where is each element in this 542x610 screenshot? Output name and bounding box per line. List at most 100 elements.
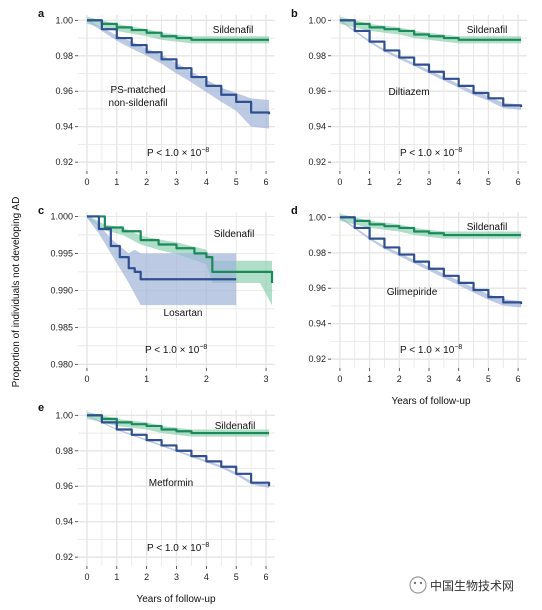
panel-d-curve-2 xyxy=(339,216,523,305)
panel-e-series-2-label: Metformin xyxy=(149,478,193,489)
panel-b-x-tick-label: 2 xyxy=(397,177,402,187)
panel-c-band-2 xyxy=(86,214,237,306)
panel-e-x-axis-title: Years of follow-up xyxy=(136,594,216,605)
panel-d-x-tick-label: 2 xyxy=(397,374,402,384)
panel-b-y-tick-label: 0.96 xyxy=(308,86,326,96)
panel-c-series-1-label: Sildenafil xyxy=(214,229,255,240)
panel-a-x-tick-label: 4 xyxy=(204,177,209,187)
panel-c-x-tick-label: 2 xyxy=(204,374,209,384)
panel-e-x-tick-label: 4 xyxy=(204,572,209,582)
panel-b: b 0.92 0.94 0.96 0.98 1.00 0 1 2 3 4 5 6 Sildenafil… xyxy=(291,8,527,187)
panel-b-band-1 xyxy=(339,16,522,44)
panel-d-y-tick-label: 0.96 xyxy=(308,283,326,293)
panel-b-x-tick-label: 0 xyxy=(337,177,342,187)
panel-e-x-tick-label: 2 xyxy=(144,572,149,582)
panel-d-plot: 0.92 0.94 0.96 0.98 1.00 0 1 2 3 4 5 6 xyxy=(308,212,527,384)
panel-c-y-tick-label: 1.000 xyxy=(50,211,73,221)
panel-d-x-tick-label: 6 xyxy=(516,374,521,384)
panel-d-series-2-label: Glimepiride xyxy=(387,287,438,298)
panel-a-band-1 xyxy=(86,16,270,44)
panel-b-y-tick-label: 1.00 xyxy=(308,15,326,25)
panel-b-plot: 0.92 0.94 0.96 0.98 1.00 0 1 2 3 4 5 6 xyxy=(308,15,527,187)
panel-e-y-tick-label: 0.98 xyxy=(55,446,73,456)
panel-e-p-value: P < 1.0 × 10−8 xyxy=(147,542,209,554)
panel-a-band-2 xyxy=(86,19,270,129)
panel-d-curve-1 xyxy=(339,216,522,237)
panel-e-x-tick-label: 3 xyxy=(174,572,179,582)
panel-b-x-tick-label: 3 xyxy=(426,177,431,187)
panel-b-x-tick-label: 5 xyxy=(486,177,491,187)
panel-e-plot: 0.92 0.94 0.96 0.98 1.00 0 1 2 3 4 5 6 xyxy=(55,410,275,582)
panel-b-p-value: P < 1.0 × 10−8 xyxy=(400,147,462,159)
panel-a-p-value: P < 1.0 × 10−8 xyxy=(147,147,209,159)
panel-a-plot: 0.92 0.94 0.96 0.98 1.00 0 1 2 3 4 5 6 xyxy=(55,15,275,187)
panel-e-band-1 xyxy=(86,411,270,437)
panel-a-x-tick-label: 1 xyxy=(114,177,119,187)
panel-d-y-tick-label: 1.00 xyxy=(308,212,326,222)
watermark-icon xyxy=(409,576,427,594)
panel-e: e 0.92 0.94 0.96 0.98 1.00 0 1 2 3 4 5 6 Sildenafil… xyxy=(38,402,275,605)
panel-c-y-tick-label: 0.980 xyxy=(50,359,73,369)
watermark-icon-eye-left xyxy=(413,581,417,585)
panel-letter-a: a xyxy=(38,8,45,20)
panel-a-x-tick-label: 5 xyxy=(234,177,239,187)
panel-b-curve-1 xyxy=(339,19,522,41)
panel-e-y-tick-label: 0.92 xyxy=(55,552,73,562)
panel-d-series-1-label: Sildenafil xyxy=(467,222,508,233)
panel-a-series-1-label: Sildenafil xyxy=(213,25,254,36)
panel-d-band-1 xyxy=(339,213,522,239)
panel-e-y-tick-label: 1.00 xyxy=(55,410,73,420)
panel-a-series-2-label-line1: PS-matched xyxy=(110,85,165,96)
panel-d-y-tick-label: 0.98 xyxy=(308,248,326,258)
panel-b-curve-2 xyxy=(339,19,523,108)
panel-a-x-tick-label: 3 xyxy=(174,177,179,187)
panel-c-x-tick-label: 3 xyxy=(264,374,269,384)
panel-c-y-tick-label: 0.990 xyxy=(50,285,73,295)
panel-a-y-tick-label: 0.94 xyxy=(55,122,73,132)
panel-a-series-2-label-line2: non-sildenafil xyxy=(109,98,168,109)
panel-letter-d: d xyxy=(291,205,298,217)
panel-c-series-2-label: Losartan xyxy=(164,308,203,319)
panel-d-y-tick-label: 0.92 xyxy=(308,354,326,364)
panel-e-y-tick-label: 0.94 xyxy=(55,517,73,527)
panel-e-x-tick-label: 0 xyxy=(84,572,89,582)
panel-d-x-tick-label: 4 xyxy=(456,374,461,384)
panel-b-y-tick-label: 0.94 xyxy=(308,122,326,132)
panel-c-p-value: P < 1.0 × 10−8 xyxy=(145,344,207,356)
panel-a-curve-1 xyxy=(86,19,270,41)
panel-b-x-tick-label: 6 xyxy=(516,177,521,187)
panel-letter-e: e xyxy=(38,402,44,414)
panel-b-x-tick-label: 1 xyxy=(367,177,372,187)
panel-a-curve-2 xyxy=(86,19,271,115)
panel-c-y-tick-label: 0.995 xyxy=(50,248,73,258)
watermark-icon-eye-right xyxy=(419,581,423,585)
panel-c-curve-1 xyxy=(86,215,274,283)
panel-c-curve-2 xyxy=(86,215,237,281)
panel-a: a 0.92 0.94 0.96 0.98 1.00 0 1 2 3 4 5 6 Sildenafil… xyxy=(38,8,275,187)
panel-b-y-tick-label: 0.92 xyxy=(308,157,326,167)
panel-a-y-tick-label: 1.00 xyxy=(55,15,73,25)
panel-d-p-value: P < 1.0 × 10−8 xyxy=(400,344,462,356)
panel-e-curve-1 xyxy=(86,414,270,435)
panel-c-x-tick-label: 0 xyxy=(84,374,89,384)
panel-c-y-tick-label: 0.985 xyxy=(50,322,73,332)
panel-d-x-tick-label: 1 xyxy=(367,374,372,384)
panel-b-series-1-label: Sildenafil xyxy=(467,25,508,36)
panel-b-series-2-label: Diltiazem xyxy=(388,87,429,98)
watermark-text: 中国生物技术网 xyxy=(430,578,514,593)
panel-a-y-tick-label: 0.98 xyxy=(55,51,73,61)
panel-letter-c: c xyxy=(38,205,44,217)
watermark: 中国生物技术网 xyxy=(409,576,514,594)
panel-b-x-tick-label: 4 xyxy=(456,177,461,187)
panel-c: c 0.980 0.985 0.990 0.995 1.000 0 1 2 3 Sildenaf… xyxy=(38,205,275,384)
panel-d-x-axis-title: Years of follow-up xyxy=(391,396,471,407)
panel-d-y-tick-label: 0.94 xyxy=(308,319,326,329)
panel-e-y-tick-label: 0.96 xyxy=(55,481,73,491)
panel-d: d 0.92 0.94 0.96 0.98 1.00 0 1 2 3 4 5 6 Sildenafil… xyxy=(291,205,527,407)
panel-e-curve-2 xyxy=(86,414,271,487)
panel-d-x-tick-label: 0 xyxy=(337,374,342,384)
panel-e-x-tick-label: 1 xyxy=(114,572,119,582)
panel-e-series-1-label: Sildenafil xyxy=(215,421,256,432)
panel-c-plot: 0.980 0.985 0.990 0.995 1.000 0 1 2 3 xyxy=(50,211,275,384)
